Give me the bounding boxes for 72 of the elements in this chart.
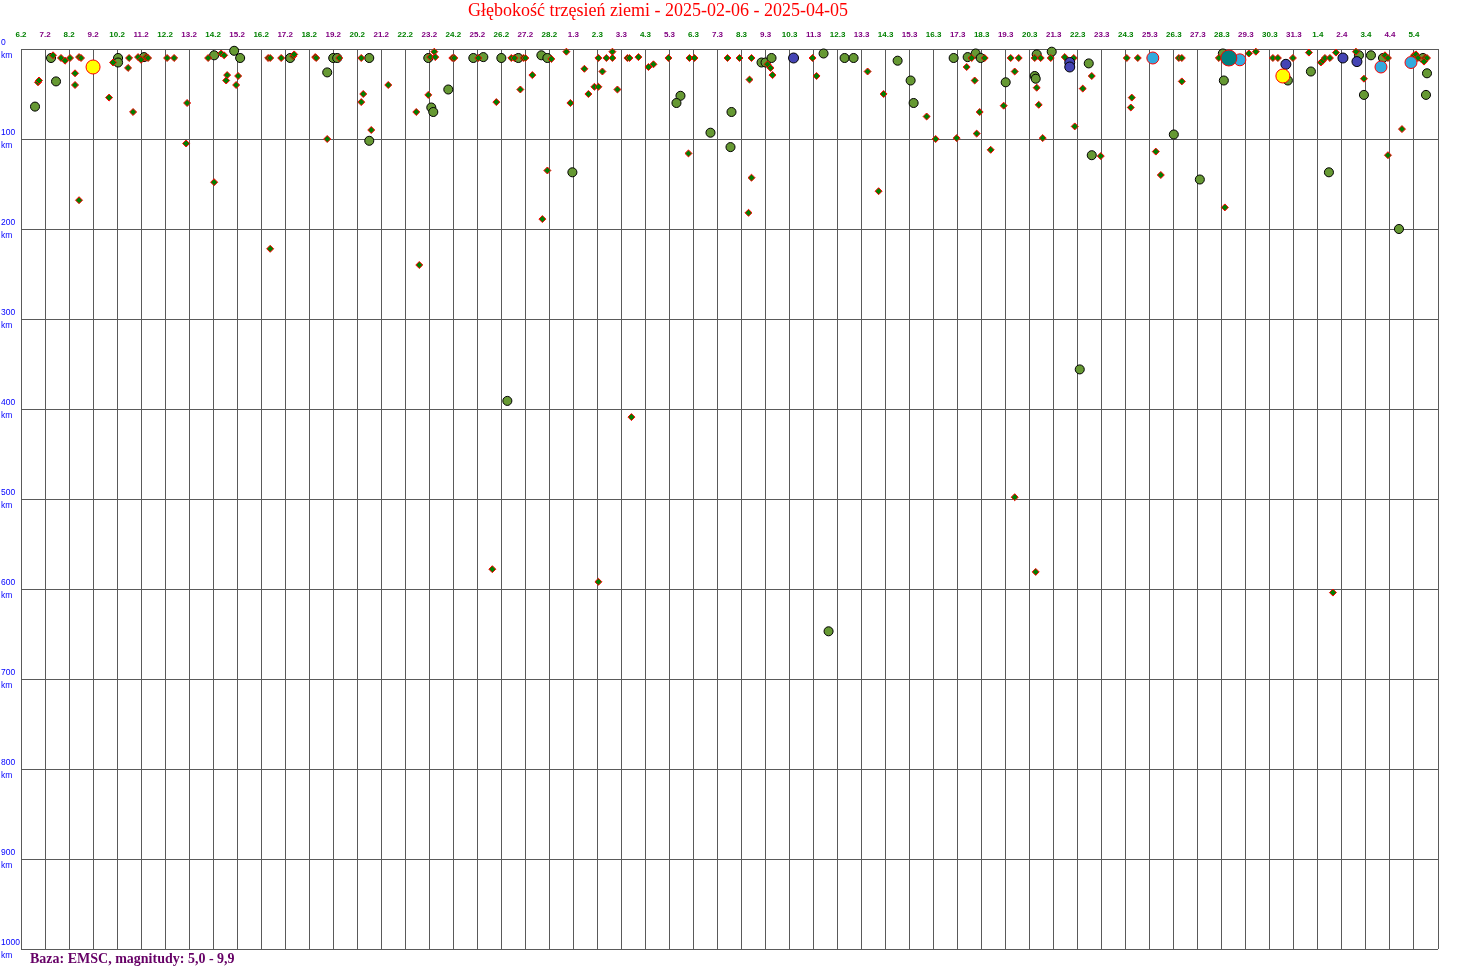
x-tick-label: 17.3 [949, 30, 966, 40]
x-tick-label: 7.3 [711, 30, 724, 40]
x-tick-label: 7.2 [39, 30, 52, 40]
x-tick-label: 1.4 [1312, 30, 1325, 40]
x-tick-label: 14.2 [205, 30, 222, 40]
x-tick-label: 20.3 [1021, 30, 1039, 40]
x-tick-label: 13.2 [181, 30, 198, 40]
x-tick-label: 24.2 [445, 30, 462, 40]
y-tick-label: 500 km [1, 486, 16, 511]
x-tick-label: 17.2 [277, 30, 294, 40]
x-tick-label: 15.2 [229, 30, 246, 40]
x-tick-label: 30.3 [1262, 30, 1279, 40]
x-tick-label: 27.2 [517, 30, 534, 40]
x-tick-label: 14.3 [877, 30, 894, 40]
x-tick-label: 10.3 [781, 30, 798, 40]
text: Baza: EMSC, magnitudy: 5,0 - 9,9 [30, 951, 235, 967]
y-tick-label: 200 km [1, 216, 16, 241]
x-tick-label: 11.2 [133, 30, 150, 40]
y-tick-label: 100 km [1, 126, 16, 151]
x-tick-label: 11.3 [805, 30, 822, 40]
y-tick-label: 700 km [1, 666, 16, 691]
x-tick-label: 9.2 [87, 30, 100, 40]
x-tick-label: 23.3 [1093, 30, 1111, 40]
y-tick-label: 600 km [1, 576, 16, 601]
x-tick-label: 24.3 [1117, 30, 1135, 40]
x-tick-label: 2.3 [591, 30, 604, 40]
x-tick-label: 26.2 [493, 30, 510, 40]
x-tick-label: 28.2 [541, 30, 558, 40]
chart-title: Głębokość trzęsień ziemi - 2025-02-06 - 2025-04-05 [467, 0, 849, 21]
x-tick-label: 12.2 [157, 30, 174, 40]
x-tick-label: 8.2 [63, 30, 76, 40]
x-tick-label: 22.2 [397, 30, 414, 40]
x-tick-label: 6.3 [687, 30, 700, 40]
x-tick-label: 2.4 [1336, 30, 1349, 40]
x-tick-label: 4.4 [1384, 30, 1397, 40]
y-tick-label: 300 km [1, 306, 16, 331]
y-tick-label: 900 km [1, 846, 16, 871]
x-tick-label: 27.3 [1190, 30, 1207, 40]
x-tick-label: 23.2 [421, 30, 438, 40]
x-tick-label: 15.3 [901, 30, 918, 40]
x-tick-label: 21.3 [1045, 30, 1063, 40]
x-tick-label: 12.3 [829, 30, 846, 40]
y-tick-label: 0 km [1, 36, 13, 61]
x-tick-label: 5.3 [663, 30, 676, 40]
x-tick-label: 16.3 [925, 30, 942, 40]
x-tick-label: 31.3 [1286, 30, 1303, 40]
x-tick-label: 6.2 [15, 30, 28, 40]
x-tick-label: 13.3 [853, 30, 870, 40]
x-tick-label: 22.3 [1069, 30, 1087, 40]
x-tick-label: 4.3 [639, 30, 652, 40]
x-tick-label: 18.2 [301, 30, 318, 40]
x-tick-label: 19.2 [325, 30, 342, 40]
x-tick-label: 25.3 [1142, 30, 1159, 40]
x-tick-label: 3.4 [1360, 30, 1373, 40]
x-tick-label: 29.3 [1238, 30, 1255, 40]
x-tick-label: 18.3 [973, 30, 991, 40]
x-tick-label: 25.2 [469, 30, 486, 40]
x-tick-label: 10.2 [109, 30, 126, 40]
x-tick-label: 26.3 [1166, 30, 1183, 40]
x-tick-label: 19.3 [997, 30, 1015, 40]
x-tick-label: 3.3 [615, 30, 628, 40]
y-tick-label: 400 km [1, 396, 16, 421]
x-tick-label: 9.3 [759, 30, 772, 40]
y-tick-label: 1000 km [1, 936, 21, 961]
x-tick-label: 16.2 [253, 30, 270, 40]
x-tick-label: 5.4 [1408, 30, 1421, 40]
y-tick-label: 800 km [1, 756, 16, 781]
x-tick-label: 8.3 [735, 30, 748, 40]
x-tick-label: 28.3 [1214, 30, 1231, 40]
x-tick-label: 20.2 [349, 30, 366, 40]
x-tick-label: 21.2 [373, 30, 390, 40]
x-tick-label: 1.3 [567, 30, 580, 40]
